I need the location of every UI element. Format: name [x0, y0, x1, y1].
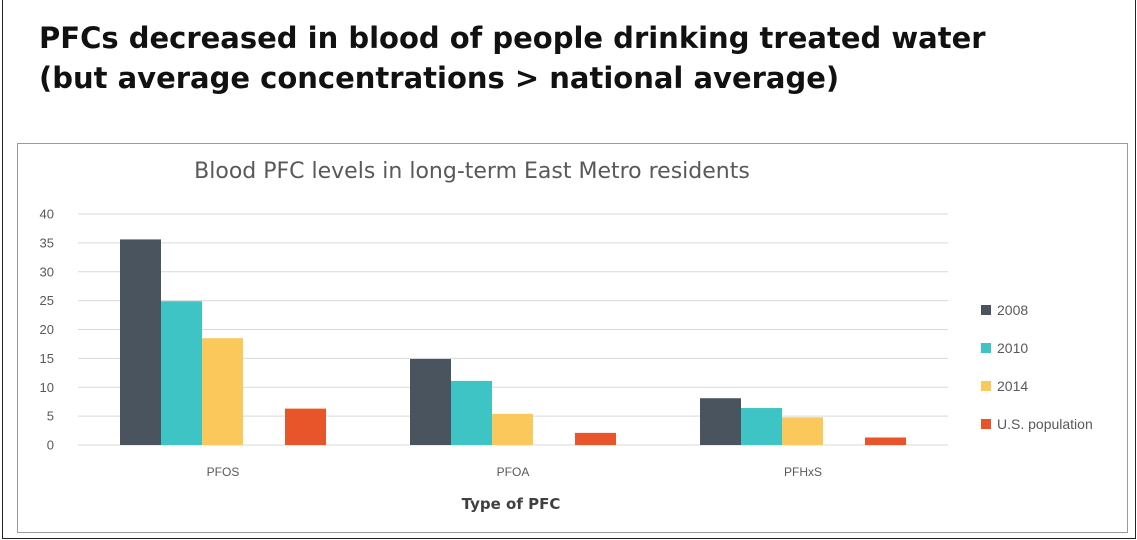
x-axis-categories: PFOS PFOA PFHxS [207, 465, 822, 479]
y-tick-label: 35 [40, 235, 54, 250]
y-axis-ticks: 0 5 10 15 20 25 30 35 40 [40, 207, 54, 453]
chart-title: Blood PFC levels in long-term East Metro… [194, 159, 750, 184]
bars [120, 239, 906, 445]
legend-label: 2010 [997, 340, 1028, 356]
y-tick-label: 25 [40, 293, 54, 308]
bar-chart: Blood PFC levels in long-term East Metro… [40, 159, 1093, 513]
legend-swatch [981, 419, 991, 429]
bar-pfoa-2010 [451, 380, 492, 445]
x-category-label: PFOA [497, 465, 530, 479]
y-tick-label: 5 [47, 409, 54, 424]
x-axis-title: Type of PFC [462, 495, 561, 513]
legend-swatch [981, 381, 991, 391]
slide-title-line-2: (but average concentrations > national a… [39, 61, 840, 95]
legend-label: U.S. population [997, 416, 1093, 432]
bar-pfoa-2014 [492, 413, 533, 445]
legend-label: 2008 [997, 302, 1028, 318]
chart-frame: Blood PFC levels in long-term East Metro… [17, 143, 1128, 533]
bar-pfos-2008 [120, 239, 161, 445]
y-tick-label: 15 [40, 351, 54, 366]
legend-swatch [981, 305, 991, 315]
bar-pfhxs-u-s-population [865, 437, 906, 445]
y-tick-label: 20 [40, 322, 54, 337]
bar-pfos-2014 [202, 338, 243, 445]
legend-swatch [981, 343, 991, 353]
bar-pfos-u-s-population [285, 408, 326, 445]
slide-title-line-1: PFCs decreased in blood of people drinki… [39, 21, 986, 55]
y-tick-label: 40 [40, 207, 54, 222]
bar-pfhxs-2014 [782, 417, 823, 445]
legend: 2008 2010 2014 U.S. population [981, 302, 1093, 432]
slide-title: PFCs decreased in blood of people drinki… [39, 18, 986, 98]
bar-pfhxs-2010 [741, 408, 782, 445]
y-tick-label: 0 [47, 438, 54, 453]
x-category-label: PFOS [207, 465, 240, 479]
x-category-label: PFHxS [784, 465, 822, 479]
bar-pfoa-u-s-population [575, 432, 616, 445]
bar-pfos-2010 [161, 301, 202, 445]
bar-pfoa-2008 [410, 358, 451, 445]
y-tick-label: 10 [40, 380, 54, 395]
bar-pfhxs-2008 [700, 398, 741, 445]
y-tick-label: 30 [40, 264, 54, 279]
legend-label: 2014 [997, 378, 1028, 394]
